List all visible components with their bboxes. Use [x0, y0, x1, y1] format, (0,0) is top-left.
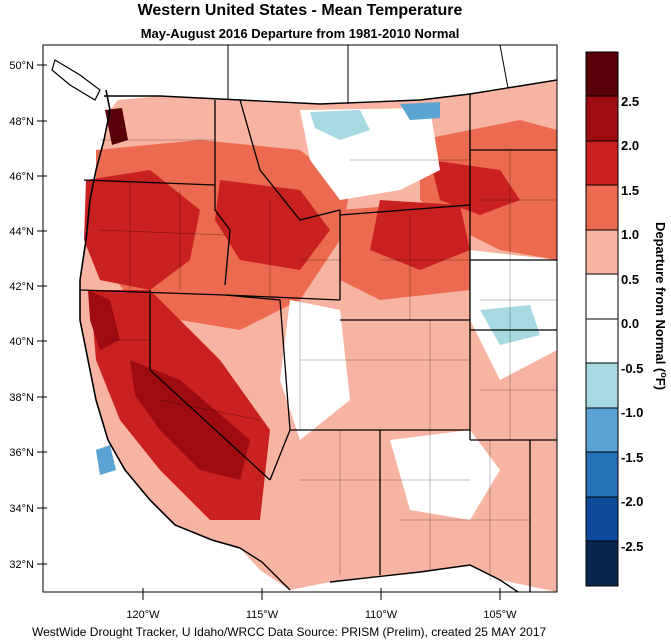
lat-label: 48°N	[9, 116, 34, 128]
colorbar-label: 1.5	[621, 183, 639, 198]
colorbar-swatch	[586, 408, 618, 452]
lat-label: 38°N	[9, 392, 34, 404]
colorbar: 2.5 2.0 1.5 1.0 0.5 0.0 -0.5 -1.0 -1.5 -…	[585, 51, 669, 587]
colorbar-label: 2.5	[621, 94, 639, 109]
cool-patch	[400, 102, 440, 120]
colorbar-swatch	[586, 141, 618, 185]
colorbar-swatch	[586, 96, 618, 141]
lat-label: 36°N	[9, 447, 34, 459]
colorbar-label: 1.0	[621, 227, 639, 242]
state-borders	[79, 94, 557, 592]
lon-label: 110°W	[365, 609, 398, 621]
cool-patch	[96, 445, 116, 475]
mexico-border	[211, 539, 520, 592]
province-border	[499, 45, 509, 89]
lat-label: 42°N	[9, 281, 34, 293]
colorbar-swatch	[586, 230, 618, 274]
colorbar-label: -0.5	[621, 361, 643, 376]
map-subtitle: May-August 2016 Departure from 1981-2010…	[140, 26, 460, 41]
lat-label: 44°N	[9, 226, 34, 238]
colorbar-swatch	[586, 363, 618, 408]
warm-mid-patch	[84, 170, 200, 290]
lon-label: 120°W	[126, 609, 160, 621]
lat-label: 40°N	[9, 336, 34, 348]
county-lines	[99, 139, 557, 580]
warm-dark-patch	[105, 108, 128, 145]
colorbar-label: 2.0	[621, 138, 639, 153]
lat-label: 32°N	[9, 559, 34, 571]
coastline	[79, 89, 241, 549]
colorbar-swatch	[586, 541, 618, 586]
longitude-axis: 120°W 115°W 110°W 105°W	[126, 588, 517, 621]
lat-label: 34°N	[9, 503, 34, 515]
warm-dark-patch	[130, 360, 250, 480]
colorbar-swatch	[586, 274, 618, 319]
map-title: Western United States - Mean Temperature	[137, 2, 463, 19]
lon-label: 115°W	[246, 609, 279, 621]
colorbar-label: -2.0	[621, 494, 643, 509]
colorbar-swatch	[586, 497, 618, 541]
warm-dark-patch	[88, 290, 120, 350]
neutral-patch	[390, 430, 500, 520]
colorbar-swatch	[586, 319, 618, 363]
map-frame	[42, 44, 558, 593]
colorbar-swatch	[586, 52, 618, 96]
colorbar-swatch	[586, 452, 618, 497]
lat-label: 50°N	[9, 60, 34, 72]
warm-mid-patch	[370, 200, 470, 270]
colorbar-label: 0.0	[621, 316, 639, 331]
colorbar-swatch	[586, 185, 618, 230]
lat-label: 46°N	[9, 171, 34, 183]
map-area	[43, 45, 557, 592]
warm-mid-patch	[430, 160, 520, 215]
vancouver-island	[51, 59, 101, 101]
colorbar-label: -1.0	[621, 405, 643, 420]
cool-patch	[310, 110, 370, 140]
neutral-patch	[280, 300, 350, 440]
lon-label: 105°W	[483, 609, 517, 621]
colorbar-label: -1.5	[621, 450, 643, 465]
warm-mid-patch	[215, 180, 330, 270]
colorbar-label: -2.5	[621, 539, 643, 554]
colorbar-title: Departure from Normal (oF)	[653, 222, 669, 390]
latitude-axis: 50°N 48°N 46°N 44°N 42°N 40°N 38°N 36°N …	[9, 60, 47, 571]
footer-credit: WestWide Drought Tracker, U Idaho/WRCC D…	[32, 625, 547, 639]
colorbar-label: 0.5	[621, 272, 639, 287]
